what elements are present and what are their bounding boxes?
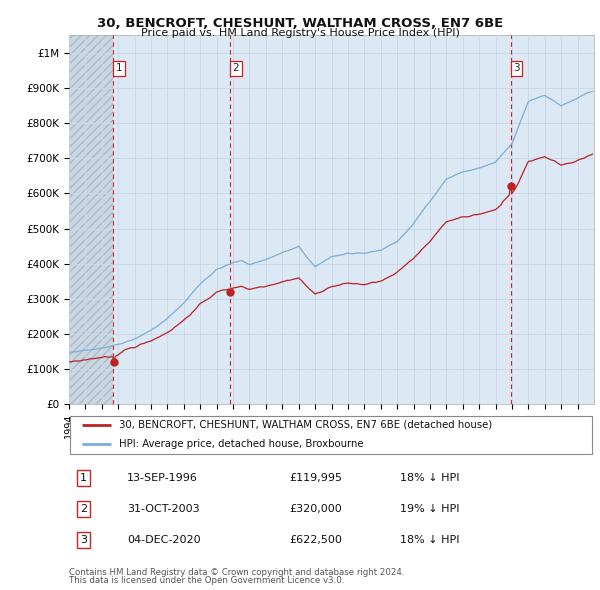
Text: 04-DEC-2020: 04-DEC-2020 [127, 535, 200, 545]
Text: This data is licensed under the Open Government Licence v3.0.: This data is licensed under the Open Gov… [69, 576, 344, 585]
Text: 19% ↓ HPI: 19% ↓ HPI [400, 504, 459, 514]
Text: 18% ↓ HPI: 18% ↓ HPI [400, 473, 459, 483]
Bar [69, 35, 113, 404]
Text: 3: 3 [513, 64, 520, 74]
Text: 30, BENCROFT, CHESHUNT, WALTHAM CROSS, EN7 6BE (detached house): 30, BENCROFT, CHESHUNT, WALTHAM CROSS, E… [119, 420, 492, 430]
Text: £622,500: £622,500 [290, 535, 343, 545]
Text: 1: 1 [116, 64, 122, 74]
FancyBboxPatch shape [70, 415, 592, 454]
Text: 30, BENCROFT, CHESHUNT, WALTHAM CROSS, EN7 6BE: 30, BENCROFT, CHESHUNT, WALTHAM CROSS, E… [97, 17, 503, 30]
Text: Price paid vs. HM Land Registry's House Price Index (HPI): Price paid vs. HM Land Registry's House … [140, 28, 460, 38]
Text: £320,000: £320,000 [290, 504, 342, 514]
Text: Contains HM Land Registry data © Crown copyright and database right 2024.: Contains HM Land Registry data © Crown c… [69, 568, 404, 577]
Text: 2: 2 [80, 504, 87, 514]
Text: 31-OCT-2003: 31-OCT-2003 [127, 504, 199, 514]
Text: 3: 3 [80, 535, 87, 545]
Text: 18% ↓ HPI: 18% ↓ HPI [400, 535, 459, 545]
Text: 2: 2 [233, 64, 239, 74]
Text: 1: 1 [80, 473, 87, 483]
Text: £119,995: £119,995 [290, 473, 343, 483]
Text: 13-SEP-1996: 13-SEP-1996 [127, 473, 197, 483]
Text: HPI: Average price, detached house, Broxbourne: HPI: Average price, detached house, Brox… [119, 438, 364, 448]
